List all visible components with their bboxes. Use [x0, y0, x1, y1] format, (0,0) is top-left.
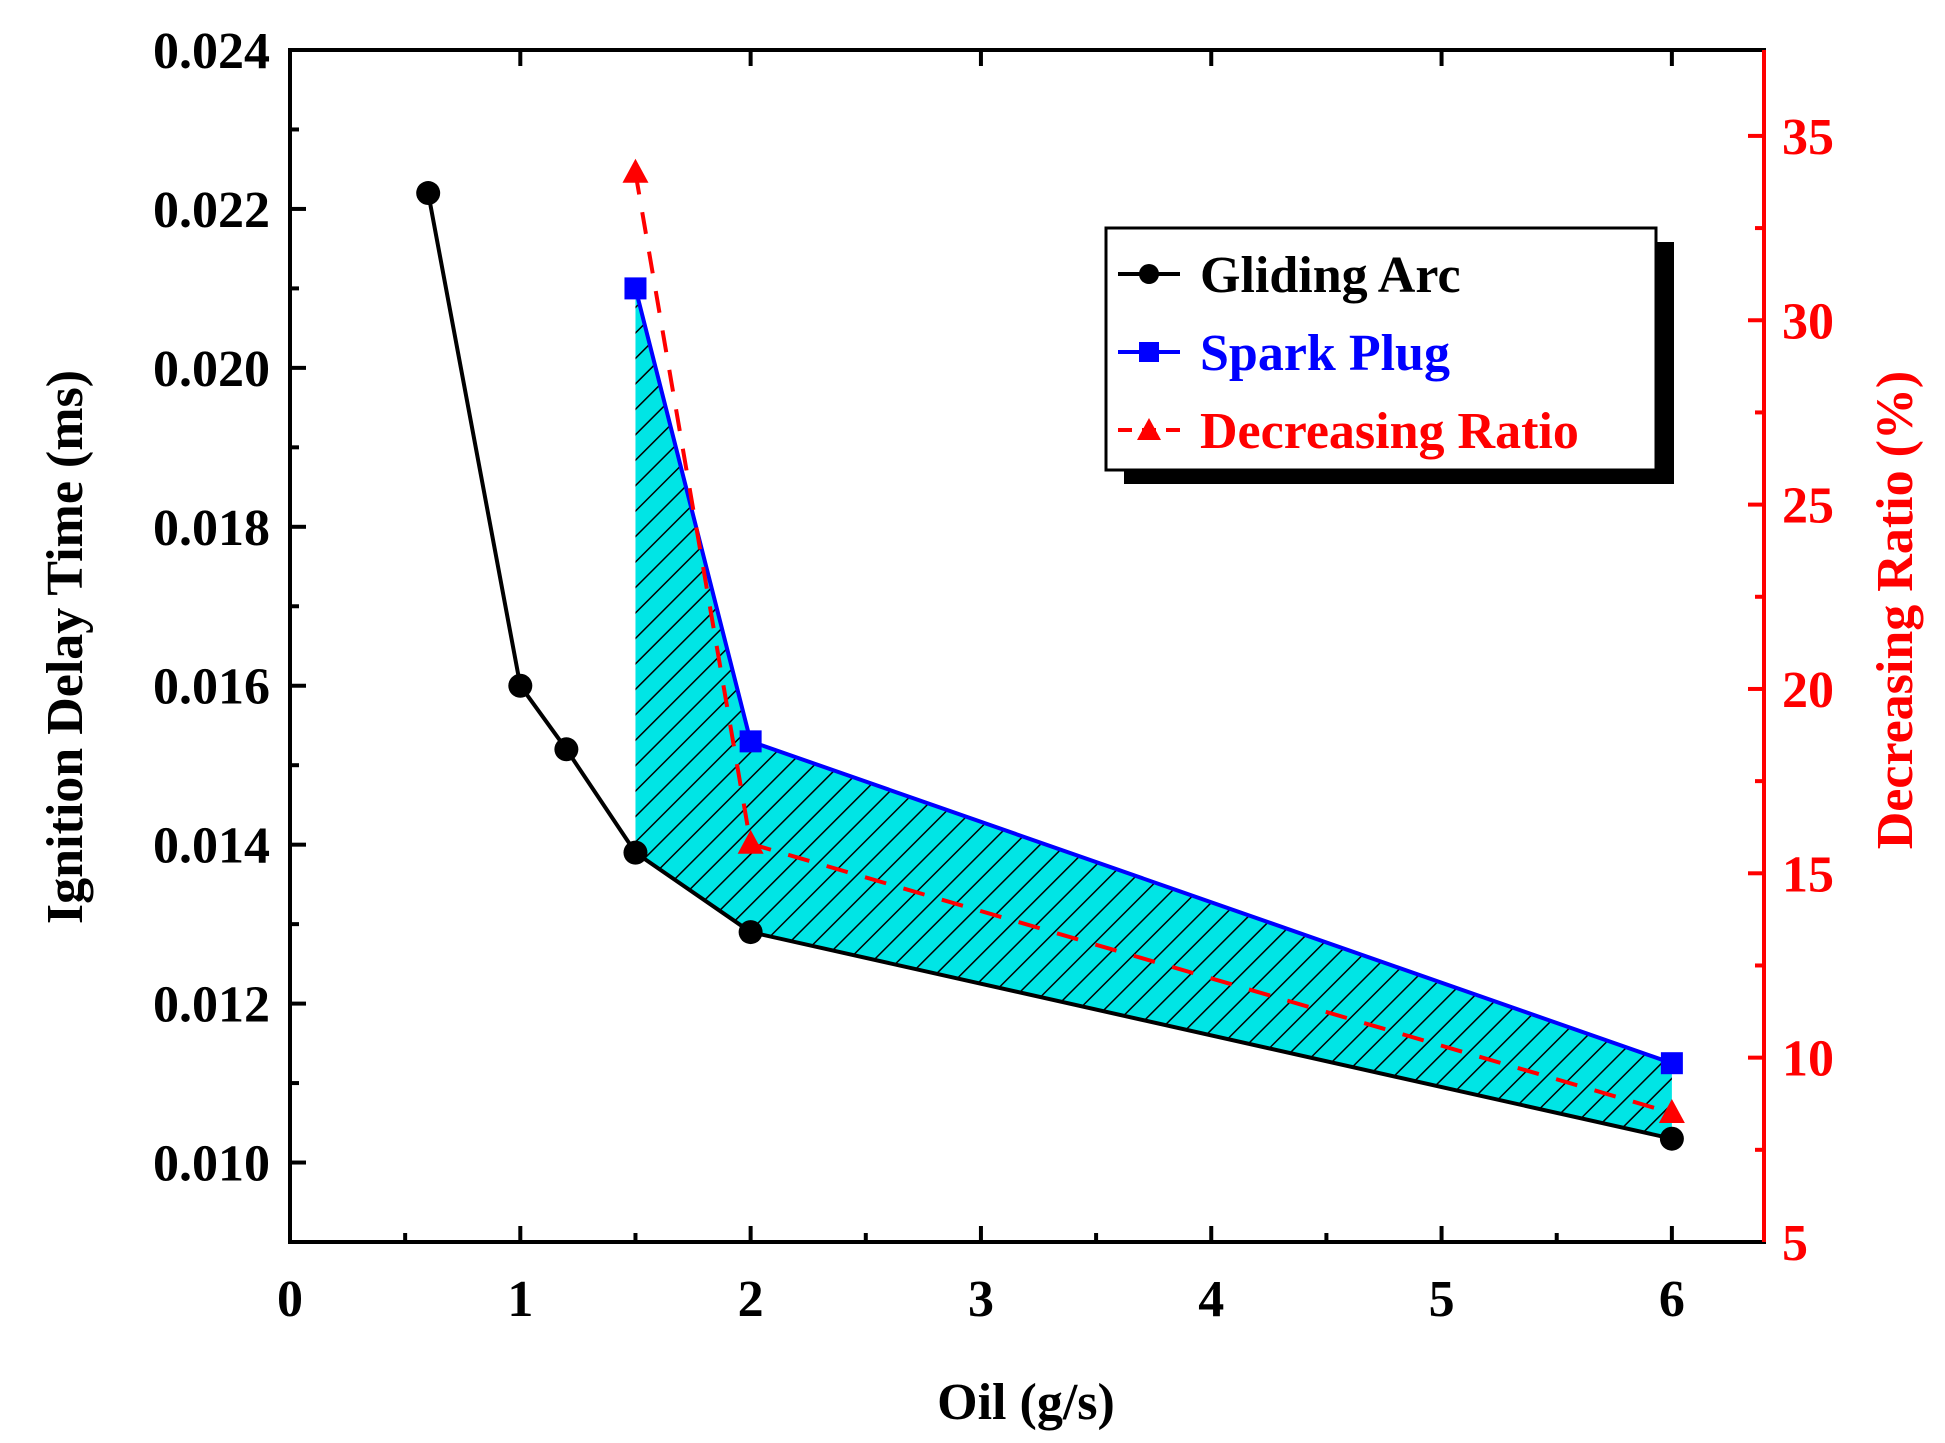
- legend-item-spark-plug: Spark Plug: [1118, 325, 1450, 382]
- legend-box: [1104, 226, 1658, 472]
- data-point-spark-plug: [1660, 1052, 1683, 1075]
- data-point-decreasing-ratio: [622, 158, 649, 183]
- y-tick-label: 0.024: [153, 23, 270, 80]
- data-point-gliding-arc: [554, 737, 579, 762]
- y2-tick-label: 20: [1782, 662, 1834, 719]
- shaded-region-hatch: [635, 288, 1672, 1139]
- data-point-spark-plug: [739, 730, 762, 753]
- legend-marker-decreasing-ratio: [1137, 418, 1161, 440]
- x-tick-label: 6: [1659, 1271, 1685, 1328]
- data-point-gliding-arc: [508, 673, 533, 698]
- y-tick-label: 0.016: [153, 659, 270, 716]
- y2-axis-title: Decreasing Ratio (%): [1867, 371, 1924, 850]
- y2-tick-label: 25: [1782, 478, 1834, 535]
- legend-label-decreasing-ratio: Decreasing Ratio: [1200, 403, 1579, 460]
- y-tick-label: 0.022: [153, 182, 270, 239]
- y-tick-label: 0.014: [153, 818, 270, 875]
- data-point-gliding-arc: [738, 920, 763, 945]
- x-tick-label: 5: [1429, 1271, 1455, 1328]
- x-tick-label: 2: [738, 1271, 764, 1328]
- y-tick-label: 0.012: [153, 977, 270, 1034]
- y-tick-label: 0.018: [153, 500, 270, 557]
- data-point-gliding-arc: [623, 840, 648, 865]
- legend: Gliding Arc Spark Plug Decreasing Ratio: [1104, 226, 1674, 484]
- shaded-region: [635, 288, 1672, 1139]
- x-tick-label: 0: [277, 1271, 303, 1328]
- y2-tick-label: 10: [1782, 1031, 1834, 1088]
- legend-item-gliding-arc: Gliding Arc: [1118, 247, 1461, 304]
- y-tick-label: 0.020: [153, 341, 270, 398]
- y-tick-label: 0.010: [153, 1136, 270, 1193]
- y-axis-title: Ignition Delay Time (ms): [37, 370, 94, 924]
- legend-label-spark-plug: Spark Plug: [1200, 325, 1450, 382]
- x-axis-title: Oil (g/s): [937, 1374, 1115, 1431]
- data-point-decreasing-ratio: [1658, 1098, 1685, 1123]
- x-tick-label: 1: [507, 1271, 533, 1328]
- data-point-gliding-arc: [1659, 1126, 1684, 1151]
- legend-marker-spark-plug: [1139, 342, 1159, 362]
- data-point-decreasing-ratio: [737, 829, 764, 854]
- data-point-spark-plug: [624, 277, 647, 300]
- y2-tick-label: 30: [1782, 293, 1834, 350]
- y2-tick-label: 35: [1782, 109, 1834, 166]
- x-tick-label: 3: [968, 1271, 994, 1328]
- y2-tick-label: 5: [1782, 1215, 1808, 1272]
- series-layer: [416, 158, 1685, 1151]
- legend-label-gliding-arc: Gliding Arc: [1200, 247, 1461, 304]
- data-point-gliding-arc: [416, 181, 441, 206]
- x-tick-label: 4: [1198, 1271, 1224, 1328]
- legend-item-decreasing-ratio: Decreasing Ratio: [1118, 403, 1579, 460]
- legend-marker-gliding-arc: [1139, 264, 1159, 284]
- y2-tick-label: 15: [1782, 846, 1834, 903]
- axis-ticks: 0 1 2 3 4 5 6 0.010 0.012 0.014 0.016 0.018 0.020 0.0…: [153, 23, 1834, 1328]
- series-line-gliding-arc: [426, 192, 1673, 1141]
